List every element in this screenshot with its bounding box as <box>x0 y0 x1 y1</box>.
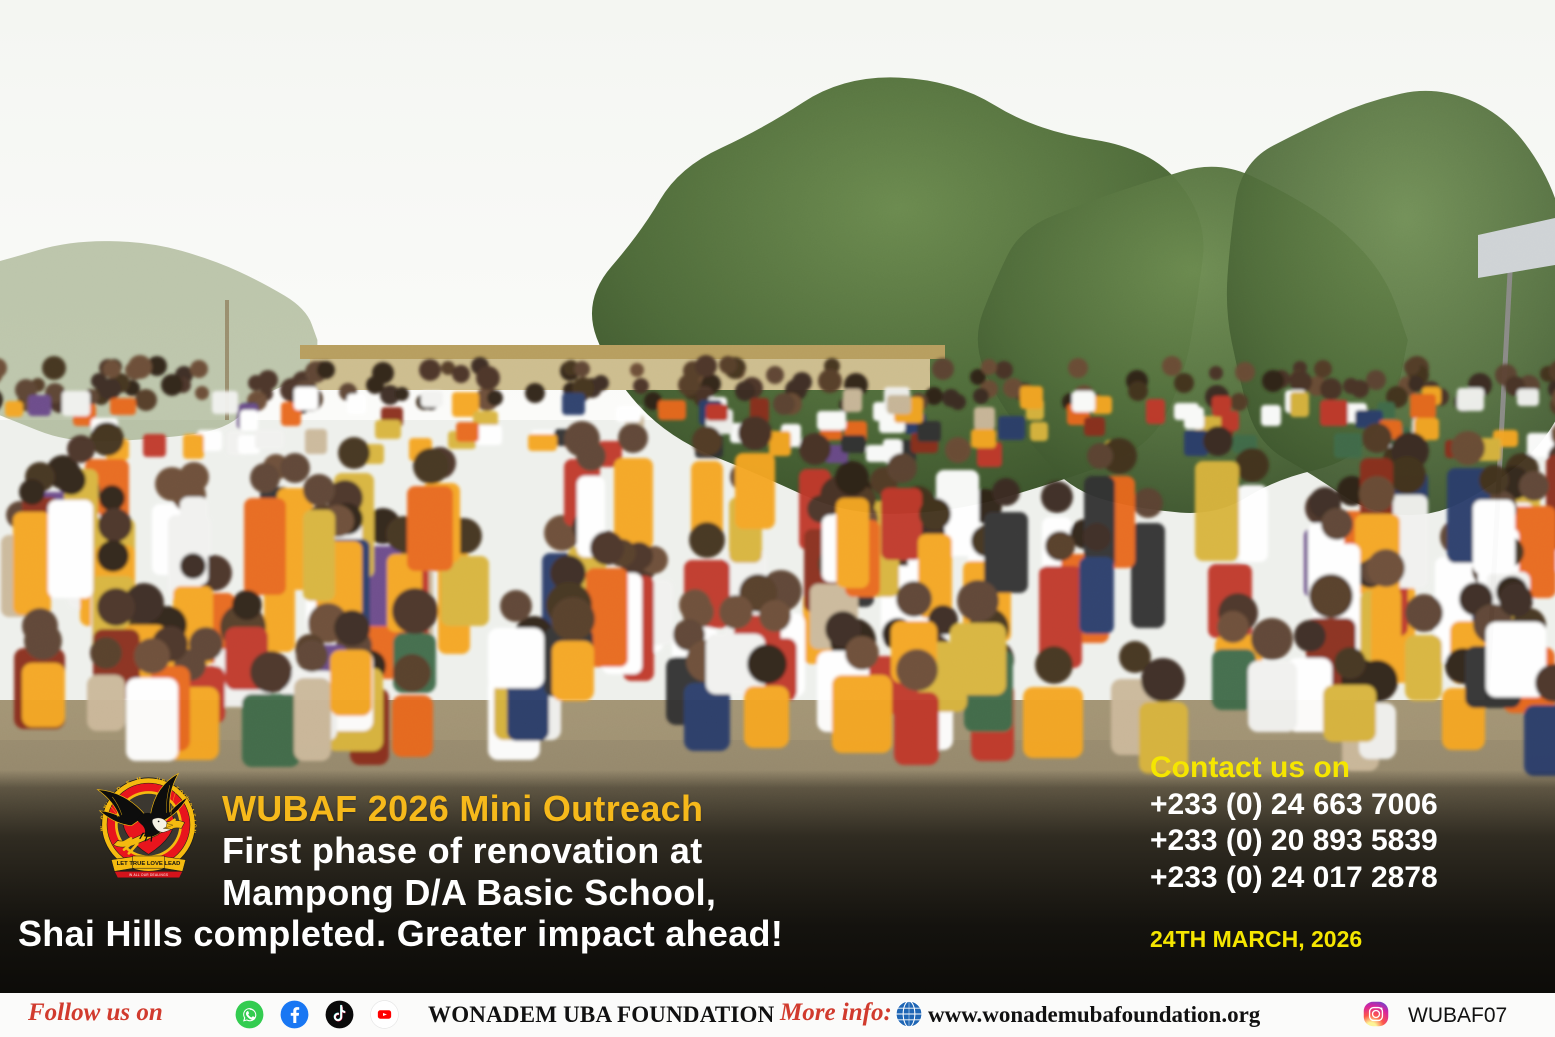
svg-text:LET TRUE LOVE LEAD: LET TRUE LOVE LEAD <box>117 861 181 867</box>
svg-text:O: O <box>191 824 197 828</box>
svg-text:W: W <box>100 826 106 832</box>
svg-text:IN ALL OUR DEALINGS: IN ALL OUR DEALINGS <box>129 873 168 877</box>
svg-text:I: I <box>191 820 197 822</box>
svg-text:T: T <box>190 813 196 817</box>
